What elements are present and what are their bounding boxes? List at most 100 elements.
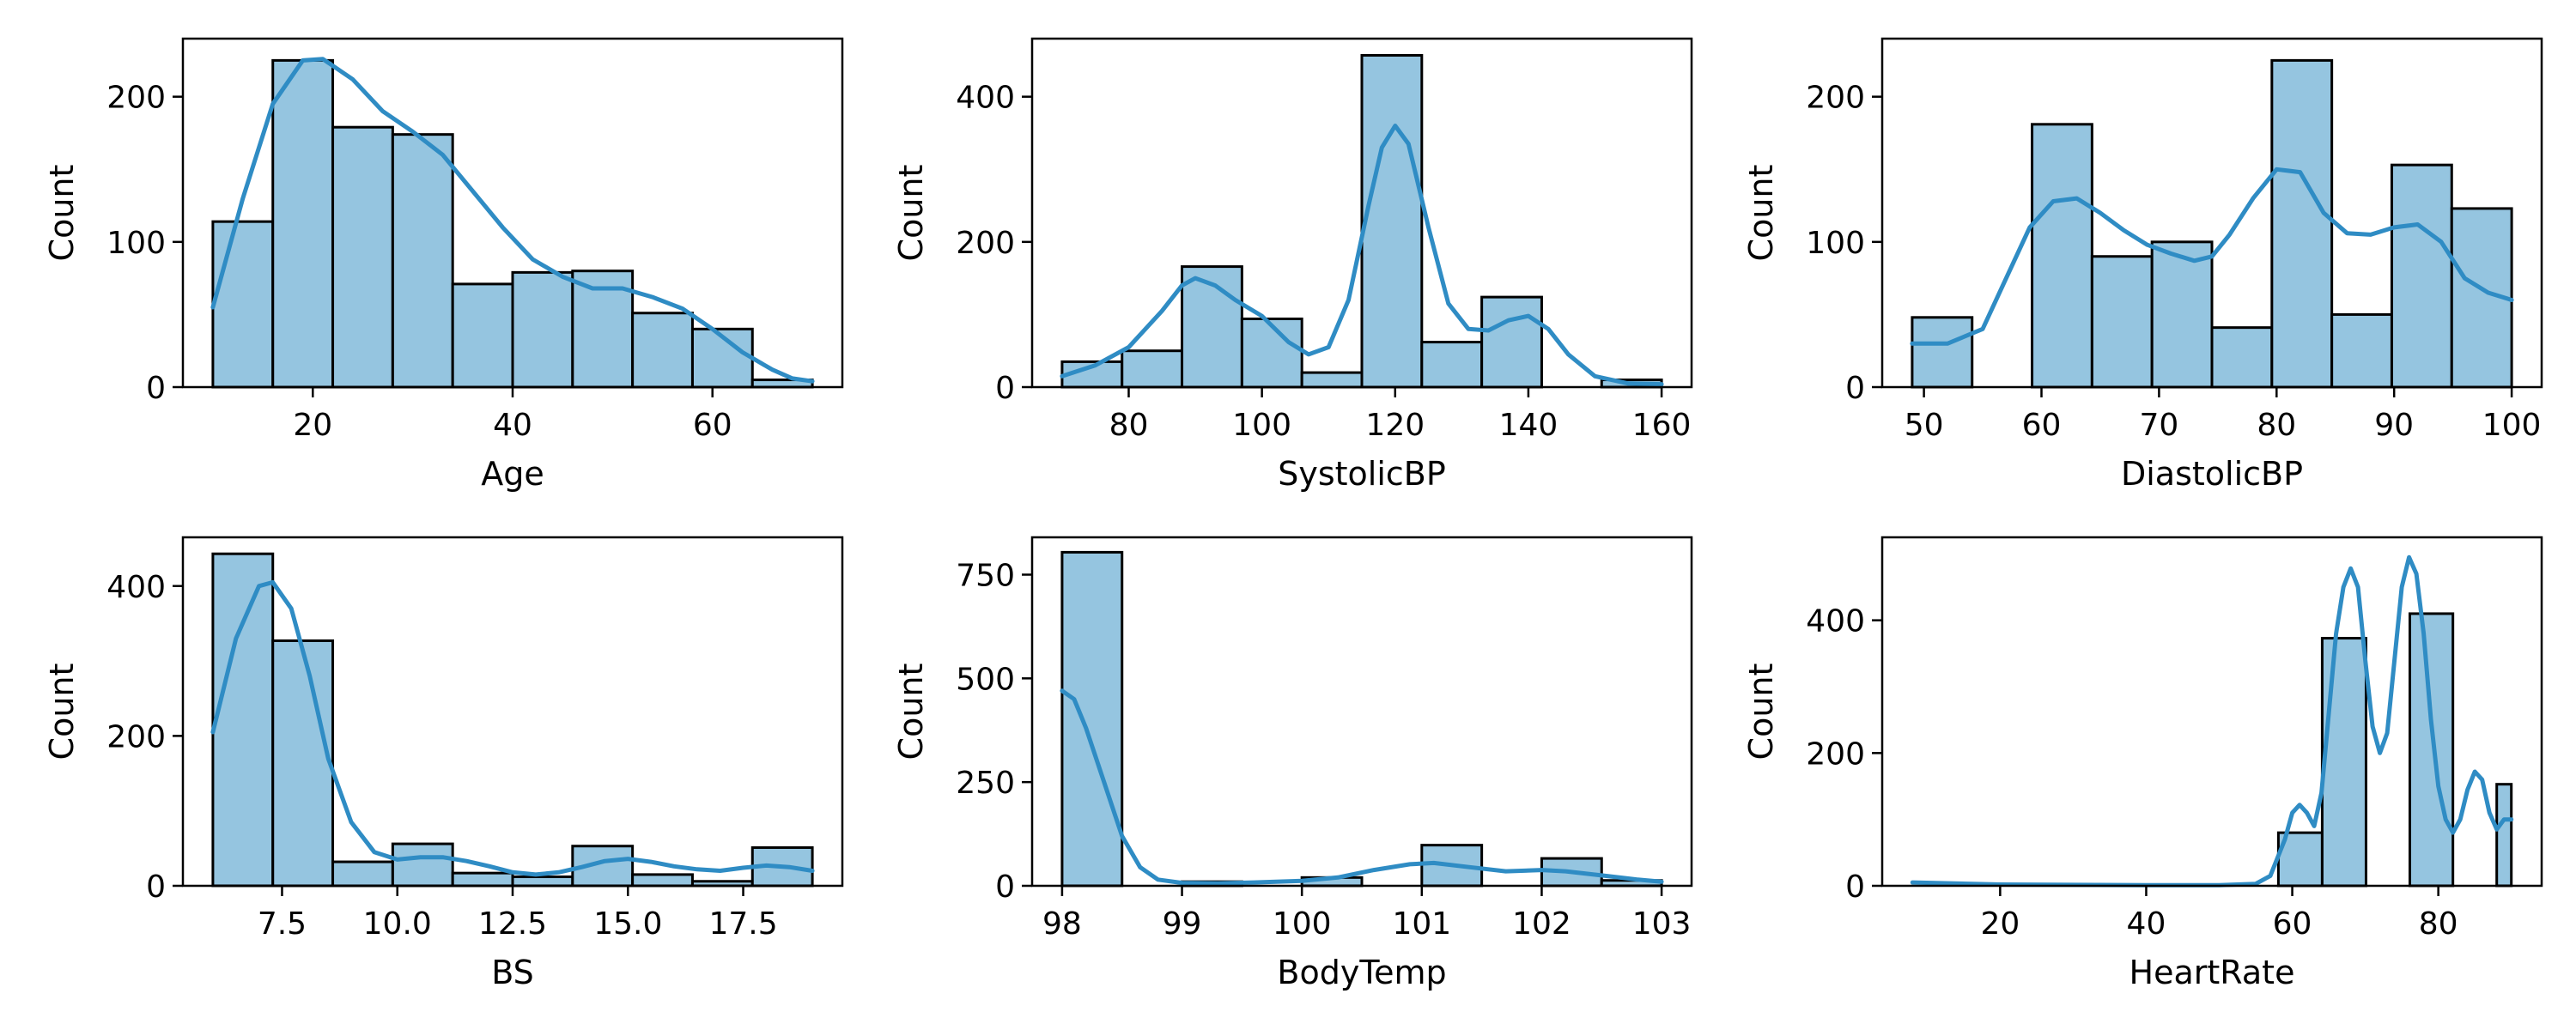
systolicbp-xtick-label-2: 120 <box>1365 408 1425 443</box>
diastolicbp-xtick-label-3: 80 <box>2257 408 2296 443</box>
systolicbp-xtick-label-1: 100 <box>1232 408 1291 443</box>
diastolicbp-xtick-label-0: 50 <box>1905 408 1944 443</box>
heartrate-axes-frame <box>1880 536 2543 888</box>
systolicbp-xtick-label-4: 160 <box>1632 408 1692 443</box>
age-bar-5 <box>511 270 574 389</box>
bodytemp-bar-0 <box>1060 550 1124 888</box>
age-bar-7 <box>631 312 694 389</box>
bs-xtick-label-0: 7.5 <box>258 906 307 942</box>
diastolicbp-bar-3 <box>2090 255 2154 389</box>
bs-xtick-label-4: 17.5 <box>708 906 777 942</box>
age-ytick-label-0: 0 <box>146 371 166 406</box>
diastolicbp-xtick-label-4: 90 <box>2374 408 2414 443</box>
age-bar-3 <box>391 133 454 389</box>
age-ytick-label-2: 200 <box>106 81 166 116</box>
bodytemp-ytick-label-2: 500 <box>956 662 1015 697</box>
age-bar-0 <box>211 220 275 389</box>
systolicbp-ytick-label-2: 400 <box>956 81 1015 116</box>
heartrate-bar-3 <box>2408 612 2455 888</box>
diastolicbp-bar-5 <box>2210 326 2274 389</box>
bs-ytick-label-1: 200 <box>106 719 166 754</box>
age-xtick-label-1: 40 <box>493 408 532 443</box>
bs-panel: 7.5 10.0 12.5 15.0 17.5 0 200 400 BS Count <box>43 536 844 991</box>
diastolicbp-bar-2 <box>2031 123 2093 389</box>
age-xtick-label-0: 20 <box>293 408 332 443</box>
bodytemp-ytick-label-3: 750 <box>956 559 1015 594</box>
systolicbp-panel: 80 100 120 140 160 0 200 400 SystolicBP Count <box>892 37 1693 493</box>
heartrate-ytick-label-1: 200 <box>1806 736 1865 772</box>
bs-ytick-label-0: 0 <box>146 869 166 905</box>
bs-xtick-label-1: 10.0 <box>363 906 432 942</box>
diastolicbp-bar-0 <box>1911 316 1974 389</box>
diastolicbp-xtick-label-5: 100 <box>2482 408 2542 443</box>
systolicbp-bar-6 <box>1420 341 1484 389</box>
bs-kde-line <box>210 579 815 877</box>
heartrate-xtick-label-3: 80 <box>2419 906 2458 942</box>
diastolicbp-ytick-label-2: 200 <box>1806 81 1865 116</box>
heartrate-ylabel: Count <box>1742 663 1780 760</box>
diastolicbp-axes-frame <box>1880 37 2543 389</box>
bs-bar-4 <box>451 871 514 888</box>
systolicbp-ylabel: Count <box>892 165 930 262</box>
diastolicbp-xlabel: DiastolicBP <box>2121 455 2303 493</box>
diastolicbp-ytick-label-1: 100 <box>1806 226 1865 261</box>
age-panel: 20 40 60 0 100 200 Age Count <box>43 37 844 493</box>
bs-bar-2 <box>331 860 394 888</box>
systolicbp-xtick-label-3: 140 <box>1499 408 1558 443</box>
systolicbp-bar-5 <box>1360 53 1424 389</box>
diastolicbp-ytick-label-0: 0 <box>1845 371 1865 406</box>
age-ytick-label-1: 100 <box>106 226 166 261</box>
bodytemp-panel: 98 99 100 101 102 103 0 250 500 750 BodyTemp Count <box>892 536 1693 991</box>
diastolicbp-xtick-label-2: 70 <box>2139 408 2178 443</box>
bs-bar-5 <box>511 876 574 888</box>
age-xtick-label-2: 60 <box>693 408 732 443</box>
diastolicbp-bar-4 <box>2150 240 2214 389</box>
systolicbp-axes-frame <box>1030 37 1693 389</box>
bodytemp-axes-frame <box>1030 536 1693 888</box>
diastolicbp-bar-6 <box>2270 58 2334 389</box>
diastolicbp-bar-7 <box>2330 312 2393 389</box>
bodytemp-xtick-label-3: 101 <box>1392 906 1451 942</box>
bs-bar-1 <box>271 639 335 888</box>
systolicbp-xlabel: SystolicBP <box>1278 455 1446 493</box>
bodytemp-xlabel: BodyTemp <box>1277 954 1446 991</box>
diastolicbp-ylabel: Count <box>1742 165 1780 262</box>
bs-ytick-label-2: 400 <box>106 570 166 605</box>
age-bar-2 <box>331 125 394 389</box>
bs-bar-3 <box>391 842 454 888</box>
bodytemp-kde-line <box>1060 688 1664 886</box>
bodytemp-ytick-label-0: 0 <box>995 869 1015 905</box>
heartrate-xtick-label-0: 20 <box>1980 906 2020 942</box>
bs-ylabel: Count <box>43 663 81 760</box>
bodytemp-xtick-label-4: 102 <box>1512 906 1571 942</box>
bodytemp-xtick-label-0: 98 <box>1042 906 1082 942</box>
systolicbp-bar-4 <box>1300 371 1364 389</box>
age-bar-1 <box>271 58 335 389</box>
bodytemp-xtick-label-5: 103 <box>1632 906 1692 942</box>
diastolicbp-xtick-label-1: 60 <box>2022 408 2062 443</box>
heartrate-bar-5 <box>2495 783 2513 888</box>
bs-bar-7 <box>631 873 694 888</box>
heartrate-xlabel: HeartRate <box>2129 954 2295 991</box>
heartrate-panel: 20 40 60 80 0 200 400 HeartRate Count <box>1742 536 2543 991</box>
heartrate-ytick-label-0: 0 <box>1845 869 1865 905</box>
bs-xtick-label-3: 15.0 <box>593 906 662 942</box>
diastolicbp-bar-8 <box>2390 163 2453 389</box>
systolicbp-ytick-label-1: 200 <box>956 226 1015 261</box>
systolicbp-bar-3 <box>1240 317 1303 389</box>
bodytemp-ytick-label-1: 250 <box>956 766 1015 801</box>
age-bar-4 <box>451 282 514 389</box>
bs-xtick-label-2: 12.5 <box>478 906 547 942</box>
bodytemp-ylabel: Count <box>892 663 930 760</box>
systolicbp-bar-1 <box>1121 349 1184 389</box>
heartrate-xtick-label-2: 60 <box>2273 906 2312 942</box>
diastolicbp-kde-line <box>1910 167 2514 346</box>
heartrate-bar-1 <box>2320 637 2367 888</box>
heartrate-xtick-label-1: 40 <box>2127 906 2166 942</box>
heartrate-ytick-label-2: 400 <box>1806 604 1865 639</box>
bs-xlabel: BS <box>491 954 534 991</box>
age-xlabel: Age <box>481 455 544 493</box>
heartrate-kde-line <box>1910 554 2514 888</box>
age-ylabel: Count <box>43 165 81 262</box>
